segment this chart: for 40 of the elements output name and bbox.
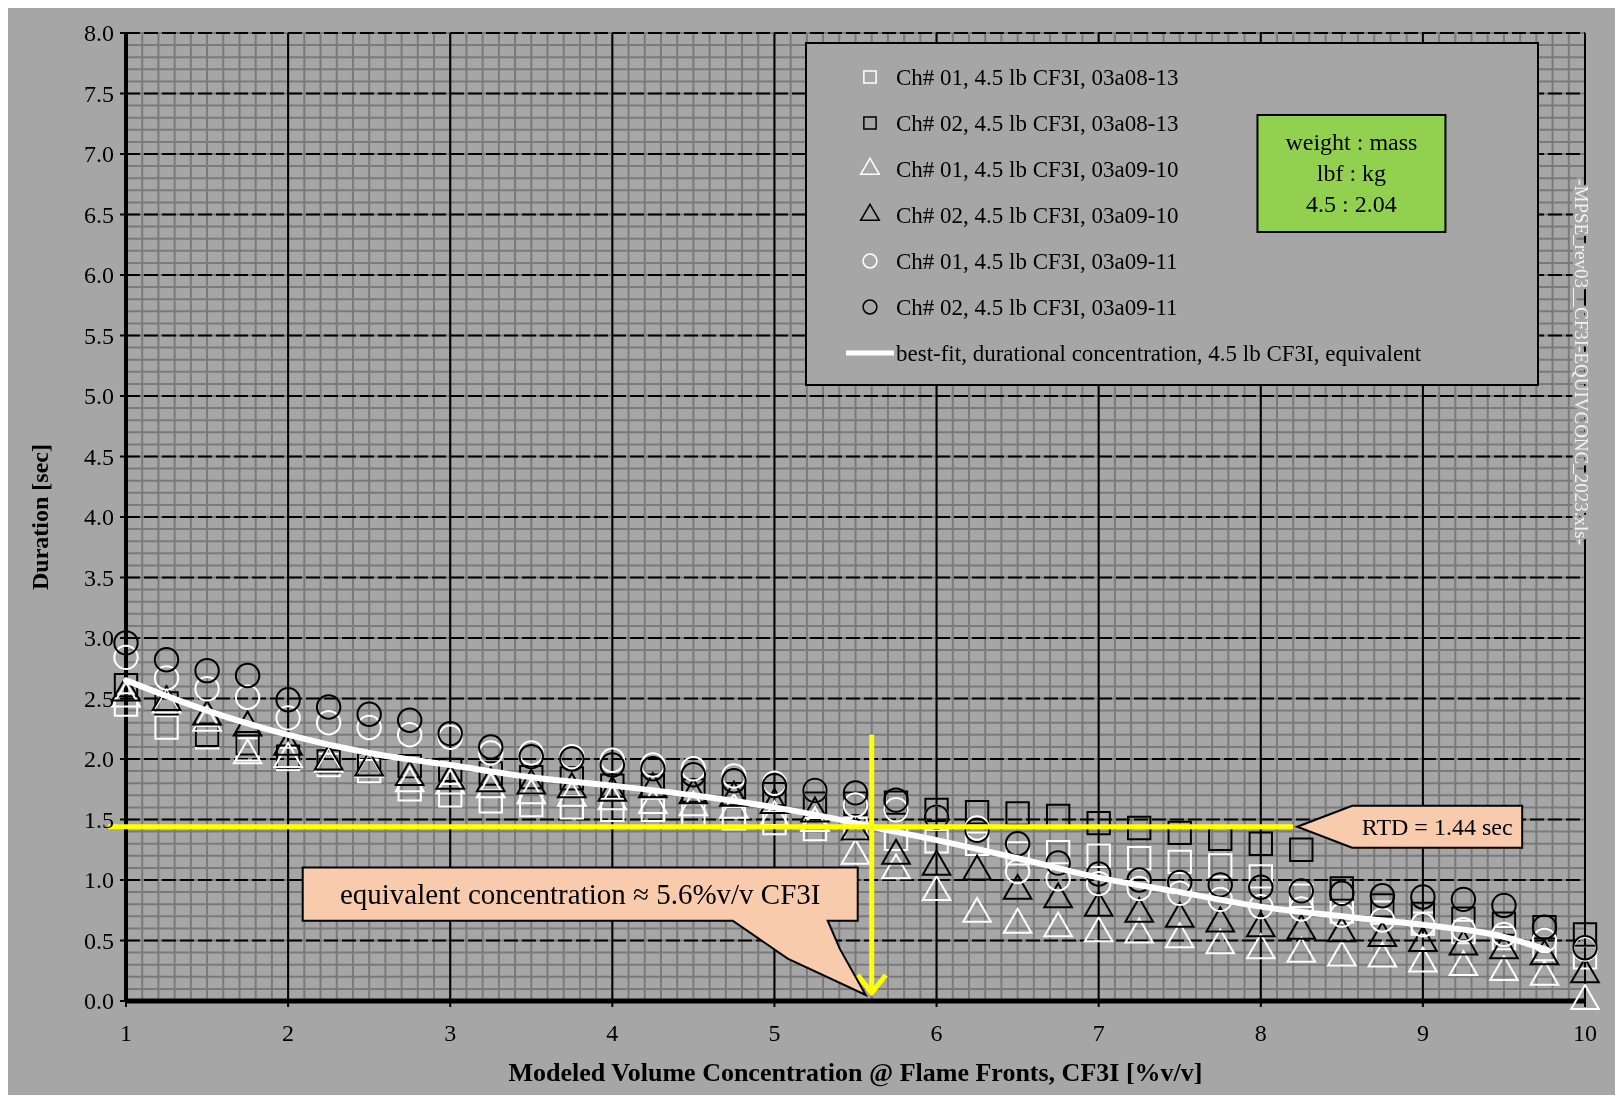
x-tick-label: 8 [1254,1020,1267,1046]
y-tick-label: 0.5 [84,927,114,954]
y-tick-label: 8.0 [84,20,114,46]
y-tick-label: 7.5 [84,80,114,107]
x-tick-label: 5 [768,1020,781,1046]
legend-label: Ch# 02, 4.5 lb CF3I, 03a09-10 [896,203,1179,228]
ref-line-label: equivalent concentration ≈ 5.6%v/v CF3I [339,878,821,911]
x-tick-label: 6 [930,1020,943,1046]
legend-label: Ch# 02, 4.5 lb CF3I, 03a08-13 [896,111,1179,136]
y-tick-label: 5.5 [84,322,114,349]
y-tick-label: 1.0 [84,867,114,893]
x-tick-label: 9 [1416,1020,1429,1046]
y-tick-label: 6.5 [84,201,114,228]
x-tick-label: 2 [282,1020,295,1046]
y-tick-label: 6.0 [84,262,114,288]
x-tick-label: 4 [606,1020,619,1046]
legend-label: Ch# 02, 4.5 lb CF3I, 03a09-11 [896,295,1178,320]
y-tick-label: 2.0 [84,746,114,772]
x-axis-title: Modeled Volume Concentration @ Flame Fronts, CF3I [%v/v] [508,1058,1203,1087]
legend-label: Ch# 01, 4.5 lb CF3I, 03a09-10 [896,157,1179,182]
legend-label: Ch# 01, 4.5 lb CF3I, 03a09-11 [896,249,1178,274]
y-tick-label: 1.5 [84,806,114,833]
y-tick-label: 3.5 [84,564,114,591]
x-tick-label: 10 [1573,1020,1597,1046]
legend-label: Ch# 01, 4.5 lb CF3I, 03a08-13 [896,65,1179,90]
y-axis-title: Duration [sec] [27,444,53,590]
y-tick-label: 7.0 [84,141,114,167]
annotation: -MPSE_rev03__CF3I-EQUIVCONC_2023.xls- [1571,179,1592,545]
y-tick-label: 5.0 [84,383,114,409]
x-tick-label: 1 [120,1020,132,1046]
y-tick-label: 0.0 [84,988,114,1014]
y-tick-label: 2.5 [84,685,114,712]
annotation: weight : mass lbf : kg 4.5 : 2.04 [1285,129,1418,217]
y-tick-label: 4.0 [84,504,114,530]
legend-label: best-fit, durational concentration, 4.5 lb CF3I, equivalent [896,341,1422,366]
x-tick-label: 7 [1092,1020,1105,1046]
y-tick-label: 4.5 [84,443,114,470]
x-tick-label: 3 [444,1020,457,1046]
y-tick-label: 3.0 [84,625,114,651]
ref-line-label: RTD = 1.44 sec [1361,813,1513,840]
